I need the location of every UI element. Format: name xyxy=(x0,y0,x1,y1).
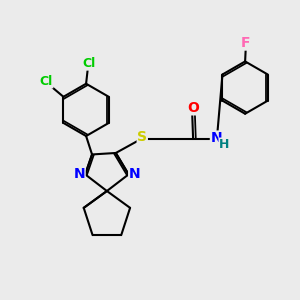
Text: F: F xyxy=(241,36,250,50)
Text: Cl: Cl xyxy=(82,57,96,70)
Text: Cl: Cl xyxy=(40,75,53,88)
Text: O: O xyxy=(187,101,199,115)
Text: S: S xyxy=(137,130,147,144)
Text: N: N xyxy=(211,131,222,145)
Text: H: H xyxy=(219,138,230,151)
Text: N: N xyxy=(129,167,140,182)
Text: N: N xyxy=(74,167,85,182)
